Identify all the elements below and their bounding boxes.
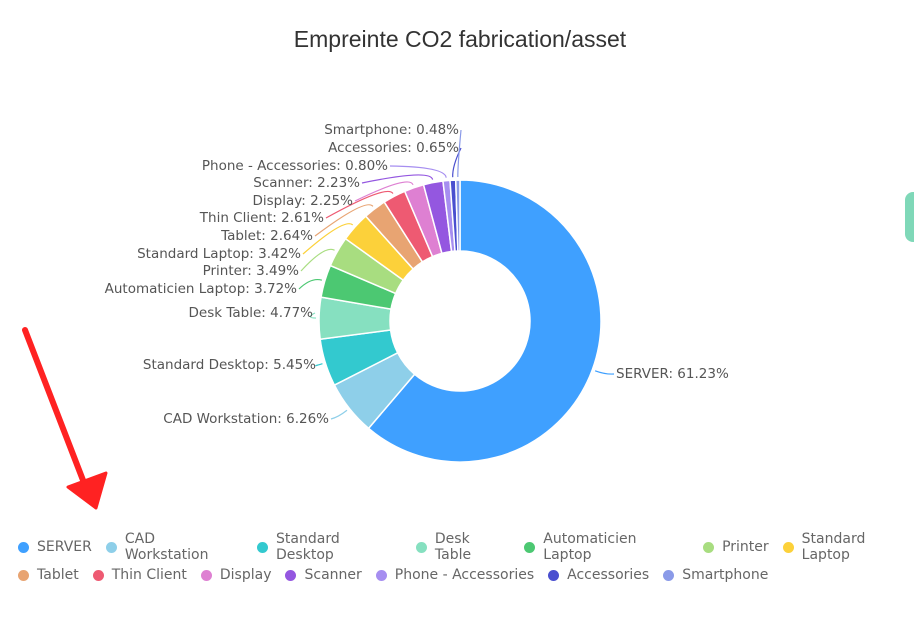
legend-dot-icon bbox=[415, 541, 427, 553]
legend-label: Standard Laptop bbox=[801, 531, 866, 563]
legend-label: Phone - Accessories bbox=[394, 567, 535, 583]
legend-item[interactable]: Thin Client bbox=[92, 567, 187, 583]
leader-line bbox=[325, 190, 394, 219]
legend-label: Tablet bbox=[37, 567, 79, 583]
legend-item[interactable]: Phone - Accessories bbox=[375, 567, 535, 583]
legend-dot-icon bbox=[782, 541, 794, 553]
leader-line bbox=[361, 174, 434, 184]
legend-label: Desk Table bbox=[434, 531, 472, 563]
legend-item[interactable]: Standard Laptop bbox=[782, 531, 914, 563]
legend-item[interactable]: Desk Table bbox=[415, 531, 510, 563]
legend-dot-icon bbox=[200, 569, 212, 581]
legend-item[interactable]: SERVER bbox=[18, 539, 92, 555]
data-label: Smartphone: 0.48% bbox=[324, 122, 459, 138]
legend-item[interactable]: Scanner bbox=[285, 567, 362, 583]
legend-dot-icon bbox=[375, 569, 387, 581]
leader-line bbox=[594, 370, 615, 375]
legend-label: CAD Workstation bbox=[124, 531, 209, 563]
legend-label: Smartphone bbox=[682, 567, 769, 583]
data-label: Automaticien Laptop: 3.72% bbox=[105, 281, 298, 297]
data-label: Thin Client: 2.61% bbox=[199, 210, 324, 226]
data-label: Phone - Accessories: 0.80% bbox=[202, 158, 388, 174]
legend-label: Accessories bbox=[567, 567, 650, 583]
legend-dot-icon bbox=[257, 541, 269, 553]
legend-item[interactable]: Accessories bbox=[548, 567, 649, 583]
data-label: SERVER: 61.23% bbox=[616, 366, 729, 382]
legend-label: Automaticien Laptop bbox=[543, 531, 637, 563]
data-label: Display: 2.25% bbox=[252, 193, 353, 209]
data-label: Standard Laptop: 3.42% bbox=[137, 246, 301, 262]
data-label: Standard Desktop: 5.45% bbox=[143, 357, 316, 373]
slice-server[interactable] bbox=[367, 179, 602, 463]
legend-dot-icon bbox=[548, 569, 560, 581]
data-label: Accessories: 0.65% bbox=[328, 140, 459, 156]
legend-dot-icon bbox=[703, 541, 715, 553]
chart-title: Empreinte CO2 fabrication/asset bbox=[293, 26, 627, 52]
chart-legend: SERVER CAD Workstation Standard Desktop Des… bbox=[18, 531, 914, 589]
leader-line bbox=[389, 165, 447, 178]
legend-label: Thin Client bbox=[111, 567, 187, 583]
leader-line bbox=[457, 129, 462, 178]
data-label: Scanner: 2.23% bbox=[253, 175, 360, 191]
legend-item[interactable]: Automaticien Laptop bbox=[524, 531, 689, 563]
legend-item[interactable]: Smartphone bbox=[663, 567, 768, 583]
legend-dot-icon bbox=[524, 541, 536, 553]
slice-smartphone[interactable] bbox=[454, 179, 461, 252]
leader-line bbox=[300, 248, 335, 272]
legend-item[interactable]: Tablet bbox=[18, 567, 79, 583]
data-label: Tablet: 2.64% bbox=[220, 228, 313, 244]
legend-label: Standard Desktop bbox=[276, 531, 340, 563]
leader-line bbox=[315, 363, 323, 367]
legend-item[interactable]: Display bbox=[200, 567, 272, 583]
legend-dot-icon bbox=[285, 569, 297, 581]
data-label: Desk Table: 4.77% bbox=[189, 305, 314, 321]
legend-label: Display bbox=[219, 567, 272, 583]
legend-item[interactable]: CAD Workstation bbox=[105, 531, 243, 563]
legend-dot-icon bbox=[18, 541, 29, 553]
legend-dot-icon bbox=[663, 569, 675, 581]
data-label: CAD Workstation: 6.26% bbox=[163, 411, 329, 427]
leader-line bbox=[309, 312, 317, 319]
leader-line bbox=[314, 204, 374, 237]
legend-dot-icon bbox=[18, 569, 29, 581]
leader-line bbox=[354, 181, 414, 202]
legend-label: SERVER bbox=[37, 539, 92, 555]
red-arrow-annotation bbox=[22, 327, 108, 510]
legend-item[interactable]: Standard Desktop bbox=[257, 531, 402, 563]
side-panel-tab[interactable] bbox=[905, 192, 914, 242]
leader-line bbox=[330, 409, 348, 420]
legend-label: Scanner bbox=[304, 567, 362, 583]
leader-line bbox=[302, 223, 354, 255]
legend-dot-icon bbox=[105, 541, 117, 553]
leader-line bbox=[298, 278, 323, 290]
legend-dot-icon bbox=[92, 569, 104, 581]
data-label: Printer: 3.49% bbox=[203, 263, 300, 279]
legend-item[interactable]: Printer bbox=[703, 539, 769, 555]
legend-label: Printer bbox=[722, 539, 769, 555]
